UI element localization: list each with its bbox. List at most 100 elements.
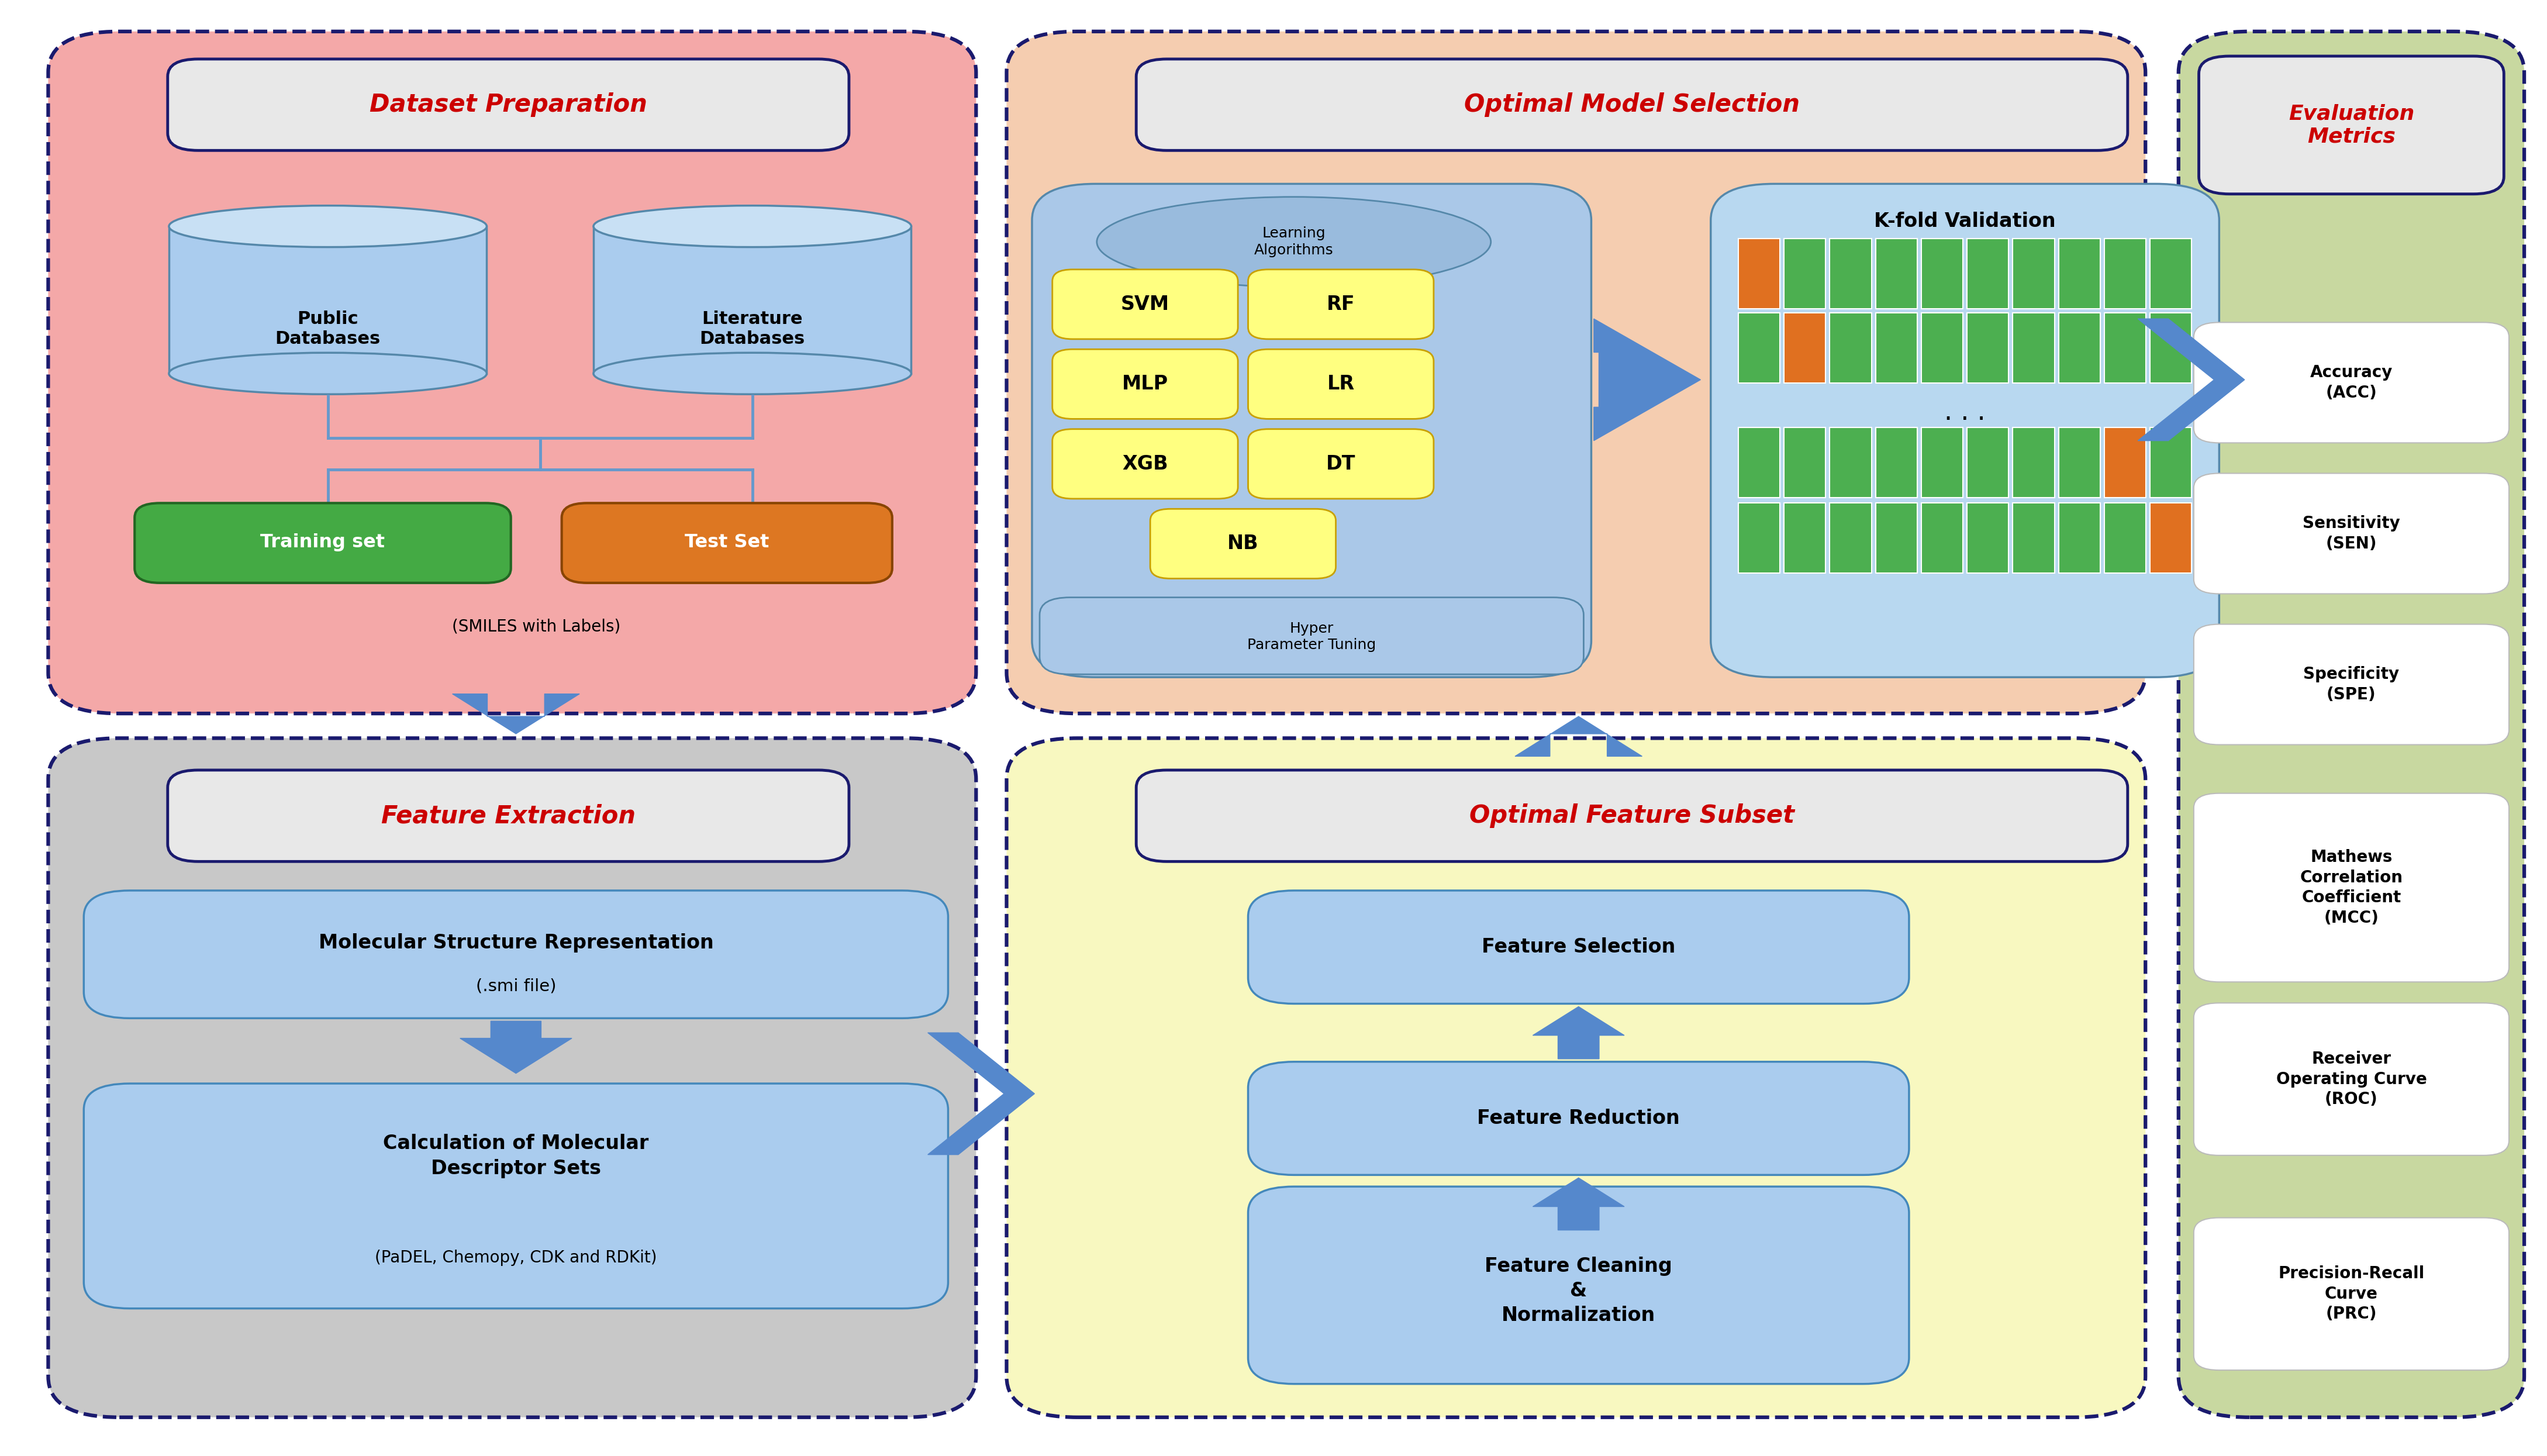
Text: Learning
Algorithms: Learning Algorithms (1253, 226, 1335, 258)
Text: Feature Extraction: Feature Extraction (382, 804, 637, 828)
FancyBboxPatch shape (2150, 239, 2193, 309)
Text: Optimal Feature Subset: Optimal Feature Subset (1470, 804, 1796, 828)
FancyBboxPatch shape (1920, 313, 1964, 383)
FancyBboxPatch shape (2012, 502, 2055, 574)
FancyBboxPatch shape (1248, 1061, 1910, 1175)
Text: (PaDEL, Chemopy, CDK and RDKit): (PaDEL, Chemopy, CDK and RDKit) (374, 1249, 657, 1265)
Text: (SMILES with Labels): (SMILES with Labels) (451, 619, 621, 635)
FancyBboxPatch shape (1248, 891, 1910, 1003)
FancyBboxPatch shape (1006, 32, 2145, 713)
FancyBboxPatch shape (1712, 183, 2218, 677)
FancyBboxPatch shape (1966, 427, 2010, 498)
FancyBboxPatch shape (1052, 349, 1238, 419)
FancyBboxPatch shape (1829, 427, 1872, 498)
FancyBboxPatch shape (1829, 313, 1872, 383)
FancyBboxPatch shape (84, 1083, 947, 1309)
FancyBboxPatch shape (1966, 239, 2010, 309)
FancyBboxPatch shape (1737, 239, 1780, 309)
FancyBboxPatch shape (2150, 427, 2193, 498)
FancyBboxPatch shape (2150, 502, 2193, 574)
FancyBboxPatch shape (168, 770, 848, 862)
FancyBboxPatch shape (1829, 502, 1872, 574)
FancyBboxPatch shape (2198, 57, 2504, 194)
FancyBboxPatch shape (2012, 427, 2055, 498)
FancyBboxPatch shape (2193, 625, 2509, 744)
FancyBboxPatch shape (2150, 313, 2193, 383)
FancyBboxPatch shape (2104, 313, 2147, 383)
FancyBboxPatch shape (1032, 183, 1592, 677)
Text: Optimal Model Selection: Optimal Model Selection (1465, 93, 1801, 116)
FancyBboxPatch shape (1829, 239, 1872, 309)
FancyBboxPatch shape (168, 226, 486, 374)
Polygon shape (453, 695, 581, 734)
Text: Dataset Preparation: Dataset Preparation (369, 93, 647, 116)
FancyBboxPatch shape (48, 738, 976, 1417)
Text: Specificity
(SPE): Specificity (SPE) (2302, 667, 2399, 703)
FancyBboxPatch shape (1248, 1187, 1910, 1383)
FancyBboxPatch shape (48, 32, 976, 713)
FancyBboxPatch shape (2012, 313, 2055, 383)
Text: Feature Reduction: Feature Reduction (1477, 1108, 1681, 1128)
Text: Evaluation
Metrics: Evaluation Metrics (2287, 103, 2415, 147)
FancyBboxPatch shape (1966, 313, 2010, 383)
FancyBboxPatch shape (1875, 502, 1918, 574)
FancyBboxPatch shape (2058, 502, 2101, 574)
FancyBboxPatch shape (1875, 239, 1918, 309)
FancyBboxPatch shape (1052, 269, 1238, 339)
Text: Public
Databases: Public Databases (275, 310, 380, 347)
FancyBboxPatch shape (1039, 597, 1584, 674)
Polygon shape (461, 1021, 573, 1073)
Text: NB: NB (1228, 534, 1258, 553)
FancyBboxPatch shape (168, 60, 848, 150)
FancyBboxPatch shape (2193, 322, 2509, 443)
FancyBboxPatch shape (1248, 349, 1434, 419)
Text: Calculation of Molecular
Descriptor Sets: Calculation of Molecular Descriptor Sets (382, 1134, 649, 1178)
FancyBboxPatch shape (1875, 313, 1918, 383)
FancyBboxPatch shape (84, 891, 947, 1018)
Text: XGB: XGB (1123, 454, 1169, 473)
FancyBboxPatch shape (1136, 60, 2127, 150)
Text: Receiver
Operating Curve
(ROC): Receiver Operating Curve (ROC) (2277, 1051, 2427, 1108)
Text: Sensitivity
(SEN): Sensitivity (SEN) (2302, 515, 2399, 552)
Ellipse shape (168, 205, 486, 248)
FancyBboxPatch shape (2193, 1217, 2509, 1370)
Text: Feature Selection: Feature Selection (1482, 938, 1676, 957)
FancyBboxPatch shape (1783, 502, 1826, 574)
FancyBboxPatch shape (2193, 794, 2509, 981)
FancyBboxPatch shape (2058, 313, 2101, 383)
Polygon shape (1533, 1178, 1625, 1230)
FancyBboxPatch shape (1920, 239, 1964, 309)
FancyBboxPatch shape (1248, 430, 1434, 499)
Text: Precision-Recall
Curve
(PRC): Precision-Recall Curve (PRC) (2277, 1265, 2425, 1322)
Text: K-fold Validation: K-fold Validation (1875, 213, 2055, 232)
FancyBboxPatch shape (2012, 239, 2055, 309)
Text: Hyper
Parameter Tuning: Hyper Parameter Tuning (1248, 622, 1375, 652)
FancyBboxPatch shape (1737, 313, 1780, 383)
FancyBboxPatch shape (2104, 239, 2147, 309)
FancyBboxPatch shape (1151, 510, 1335, 578)
FancyBboxPatch shape (1052, 430, 1238, 499)
FancyBboxPatch shape (2104, 502, 2147, 574)
FancyBboxPatch shape (1006, 738, 2145, 1417)
FancyBboxPatch shape (2193, 473, 2509, 594)
FancyBboxPatch shape (593, 226, 912, 374)
Text: (.smi file): (.smi file) (476, 978, 555, 994)
Ellipse shape (593, 205, 912, 248)
FancyBboxPatch shape (1920, 502, 1964, 574)
FancyBboxPatch shape (2178, 32, 2524, 1417)
FancyBboxPatch shape (1783, 313, 1826, 383)
Polygon shape (927, 1032, 1034, 1155)
FancyBboxPatch shape (2058, 427, 2101, 498)
FancyBboxPatch shape (2104, 427, 2147, 498)
FancyBboxPatch shape (1783, 427, 1826, 498)
FancyBboxPatch shape (1783, 239, 1826, 309)
Text: DT: DT (1327, 454, 1355, 473)
Polygon shape (1533, 1006, 1625, 1059)
Ellipse shape (593, 352, 912, 395)
FancyBboxPatch shape (135, 504, 512, 582)
FancyBboxPatch shape (563, 504, 891, 582)
Text: Molecular Structure Representation: Molecular Structure Representation (318, 933, 713, 952)
FancyBboxPatch shape (2058, 239, 2101, 309)
FancyBboxPatch shape (1920, 427, 1964, 498)
FancyBboxPatch shape (1875, 427, 1918, 498)
